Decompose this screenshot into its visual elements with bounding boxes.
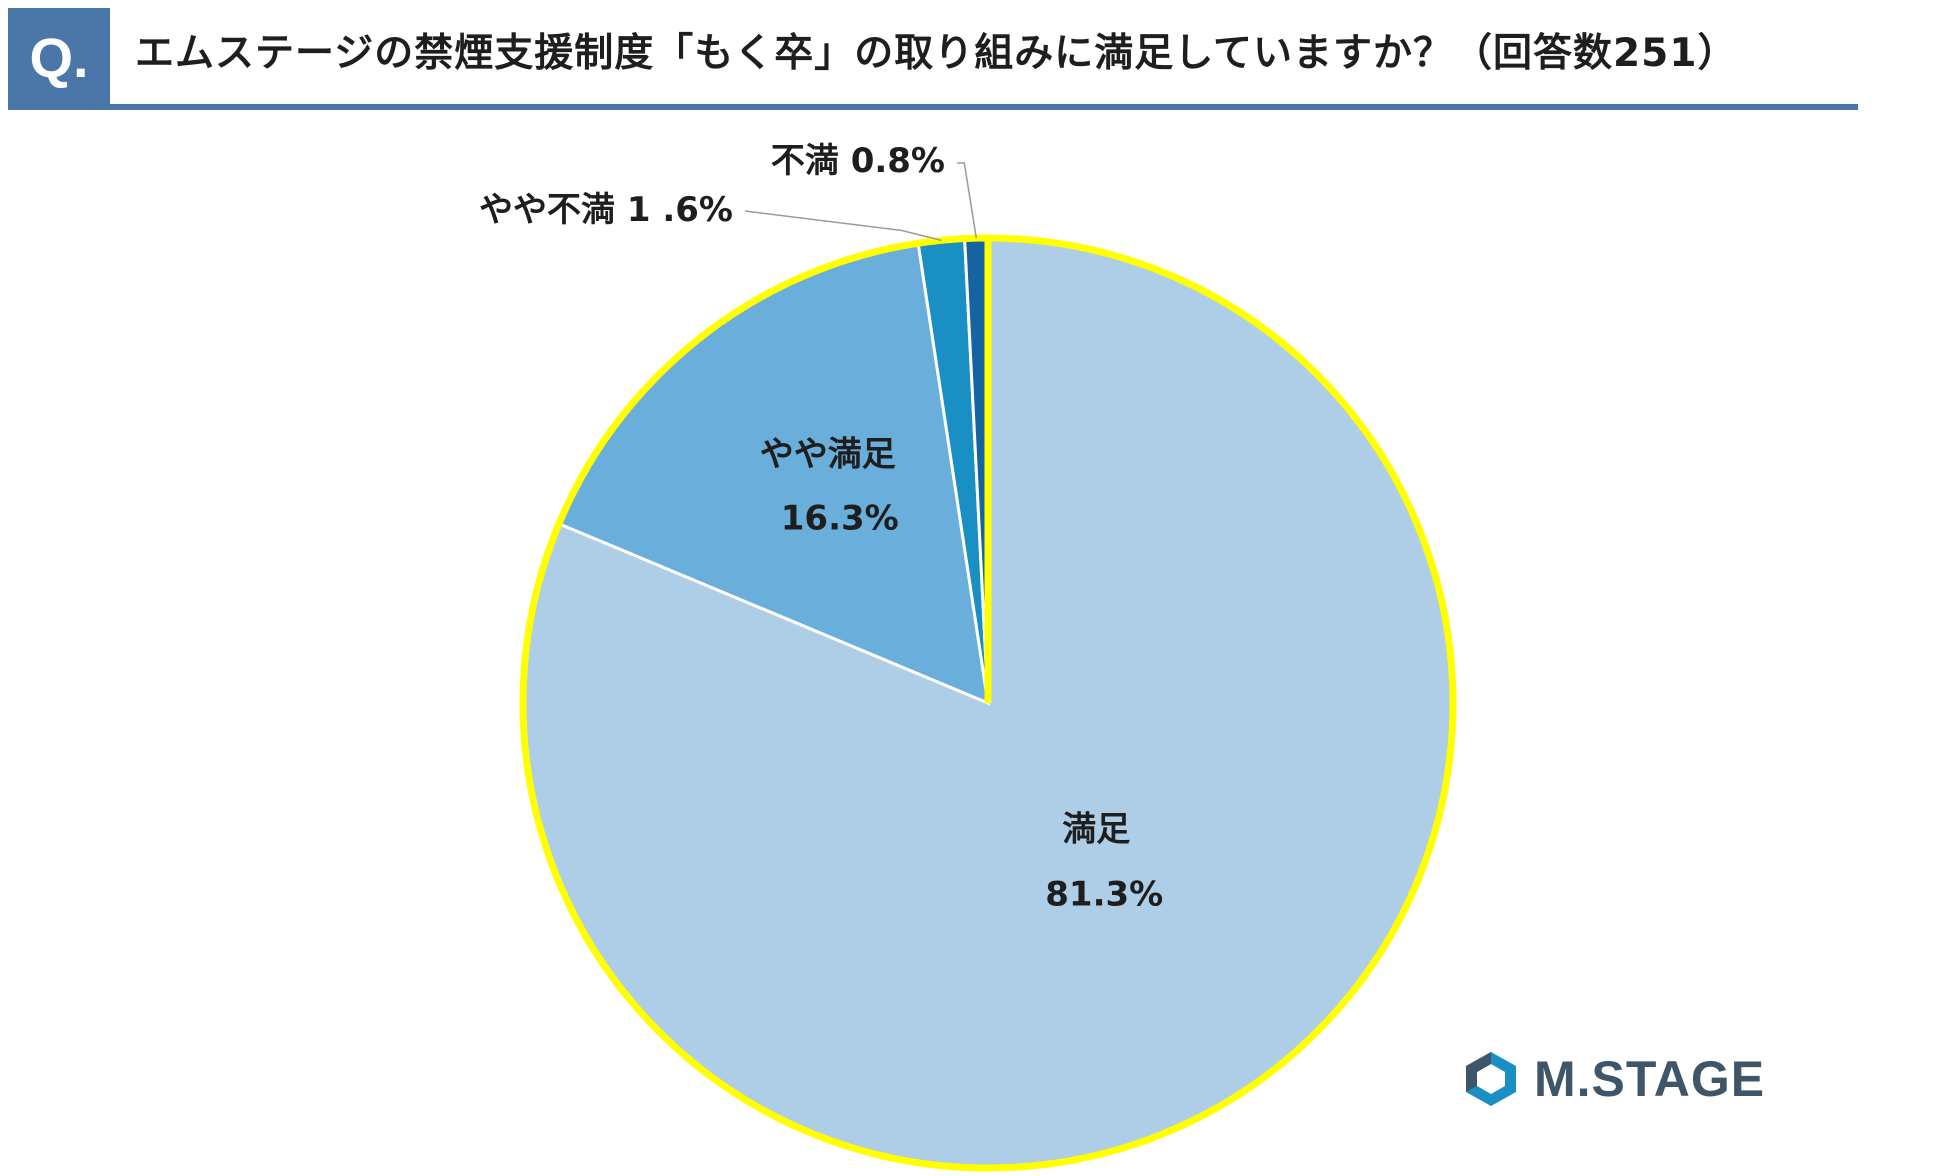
header: Q. エムステージの禁煙支援制度「もく卒」の取り組みに満足していますか？（回答数…: [0, 0, 1950, 115]
question-title: エムステージの禁煙支援制度「もく卒」の取り組みに満足していますか？（回答数251…: [135, 31, 1738, 76]
data-label-satisfied-name: 満足: [1062, 810, 1130, 850]
data-label-satisfied-value: 81.3%: [1045, 875, 1163, 915]
m-stage-hexagon-logo-icon: [1466, 1052, 1516, 1106]
brand-logo-text: M.STAGE: [1534, 1051, 1766, 1107]
data-label-somewhat-satisfied-value: 16.3%: [781, 499, 899, 539]
brand-logo: M.STAGE: [1462, 1050, 1765, 1108]
leader-line-dissatisfied: [957, 162, 978, 239]
leader-line-somewhat-dissatisfied: [744, 210, 942, 242]
data-label-somewhat-satisfied-name: やや満足: [760, 435, 896, 475]
data-label-dissatisfied: 不満 0.8%: [771, 141, 945, 181]
question-badge: Q.: [8, 8, 110, 106]
header-rule: [8, 104, 1858, 110]
data-label-somewhat-dissatisfied: やや不満 1 .6%: [479, 190, 733, 230]
